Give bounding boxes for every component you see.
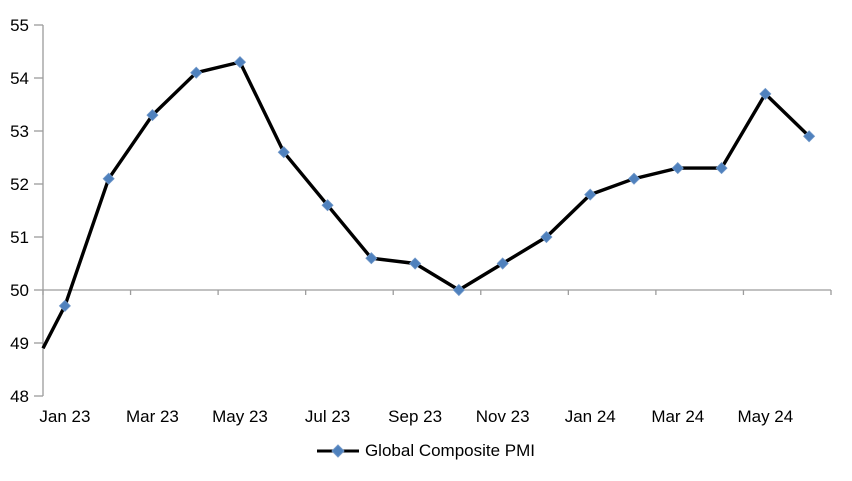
y-tick-label: 49 <box>10 334 29 353</box>
data-point-marker <box>102 172 115 185</box>
legend-diamond-marker-icon <box>331 444 345 458</box>
x-tick-label: Mar 23 <box>126 407 179 426</box>
x-tick-label: Jan 23 <box>39 407 90 426</box>
data-point-marker <box>321 199 334 212</box>
legend-label: Global Composite PMI <box>364 441 536 460</box>
data-point-marker <box>759 87 772 100</box>
data-point-marker <box>496 257 509 270</box>
x-tick-label: May 24 <box>737 407 793 426</box>
data-point-marker <box>233 56 247 69</box>
x-tick-label: Jul 23 <box>305 407 350 426</box>
data-point-marker <box>409 257 422 270</box>
x-tick-label: May 23 <box>212 407 268 426</box>
y-tick-label: 48 <box>10 387 29 406</box>
x-tick-label: Mar 24 <box>651 407 704 426</box>
data-point-marker <box>190 66 203 79</box>
data-point-marker <box>277 146 290 159</box>
data-point-marker <box>627 172 641 185</box>
y-tick-label: 50 <box>10 281 29 300</box>
data-point-marker <box>671 162 684 175</box>
y-tick-label: 52 <box>10 175 29 194</box>
x-tick-label: Jan 24 <box>565 407 616 426</box>
data-point-marker <box>452 283 465 297</box>
y-tick-label: 55 <box>10 16 29 35</box>
y-tick-label: 51 <box>10 228 29 247</box>
data-point-marker <box>715 162 728 175</box>
data-point-marker <box>365 252 378 265</box>
data-point-marker <box>58 299 71 312</box>
data-point-marker <box>584 188 597 201</box>
legend: Global Composite PMI <box>0 439 852 463</box>
pmi-series-line <box>41 60 811 350</box>
legend-series-swatch-icon <box>316 444 359 458</box>
data-point-marker <box>146 109 159 122</box>
x-tick-label: Sep 23 <box>388 407 442 426</box>
data-point-marker <box>540 230 553 244</box>
y-tick-label: 54 <box>10 69 29 88</box>
x-tick-label: Nov 23 <box>476 407 530 426</box>
y-tick-label: 53 <box>10 122 29 141</box>
data-point-marker <box>803 130 816 143</box>
